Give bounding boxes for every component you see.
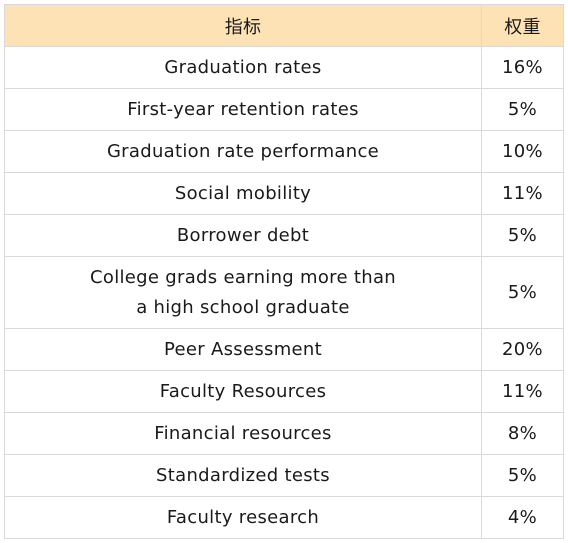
metric-cell: Financial resources — [4, 412, 482, 455]
metric-cell: Borrower debt — [4, 214, 482, 257]
table-row: First-year retention rates 5% — [4, 88, 564, 131]
weights-table-container: 指标 权重 Graduation rates 16% First-year re… — [4, 4, 564, 539]
metric-line: College grads earning more than — [90, 266, 396, 288]
table-row: Graduation rate performance 10% — [4, 130, 564, 173]
table-row: Graduation rates 16% — [4, 46, 564, 89]
weights-table: 指标 权重 Graduation rates 16% First-year re… — [4, 4, 564, 539]
metric-line: a high school graduate — [136, 296, 350, 318]
metric-line: Standardized tests — [156, 464, 330, 486]
metric-cell: Standardized tests — [4, 454, 482, 497]
metric-cell: College grads earning more than a high s… — [4, 256, 482, 329]
weight-cell: 16% — [481, 46, 564, 89]
header-metric: 指标 — [4, 4, 482, 47]
metric-line: Social mobility — [174, 182, 312, 204]
metric-line: Financial resources — [154, 422, 332, 444]
weight-cell: 4% — [481, 496, 564, 539]
weight-cell: 5% — [481, 214, 564, 257]
weight-cell: 20% — [481, 328, 564, 371]
table-row: Social mobility 11% — [4, 172, 564, 215]
metric-line: Peer Assessment — [164, 338, 322, 360]
weight-cell: 8% — [481, 412, 564, 455]
table-row: Standardized tests 5% — [4, 454, 564, 497]
metric-line: Graduation rates — [164, 56, 322, 78]
table-header-row: 指标 权重 — [4, 4, 564, 47]
weight-cell: 11% — [481, 172, 564, 215]
metric-cell: Faculty Resources — [4, 370, 482, 413]
weight-cell: 5% — [481, 88, 564, 131]
table-row: Borrower debt 5% — [4, 214, 564, 257]
metric-cell: Graduation rates — [4, 46, 482, 89]
weight-cell: 11% — [481, 370, 564, 413]
table-row: Faculty Resources 11% — [4, 370, 564, 413]
metric-line: Graduation rate performance — [106, 140, 380, 162]
weight-cell: 5% — [481, 256, 564, 329]
metric-line: Faculty Resources — [159, 380, 327, 402]
metric-cell: Graduation rate performance — [4, 130, 482, 173]
metric-line: Borrower debt — [176, 224, 310, 246]
metric-cell: Peer Assessment — [4, 328, 482, 371]
metric-line: Faculty research — [166, 506, 320, 528]
table-row: Financial resources 8% — [4, 412, 564, 455]
metric-cell: First-year retention rates — [4, 88, 482, 131]
weight-cell: 5% — [481, 454, 564, 497]
table-row: Faculty research 4% — [4, 496, 564, 539]
table-row: Peer Assessment 20% — [4, 328, 564, 371]
metric-line: First-year retention rates — [127, 98, 359, 120]
weight-cell: 10% — [481, 130, 564, 173]
table-row: College grads earning more than a high s… — [4, 256, 564, 329]
metric-cell: Social mobility — [4, 172, 482, 215]
header-weight: 权重 — [481, 4, 564, 47]
metric-cell: Faculty research — [4, 496, 482, 539]
